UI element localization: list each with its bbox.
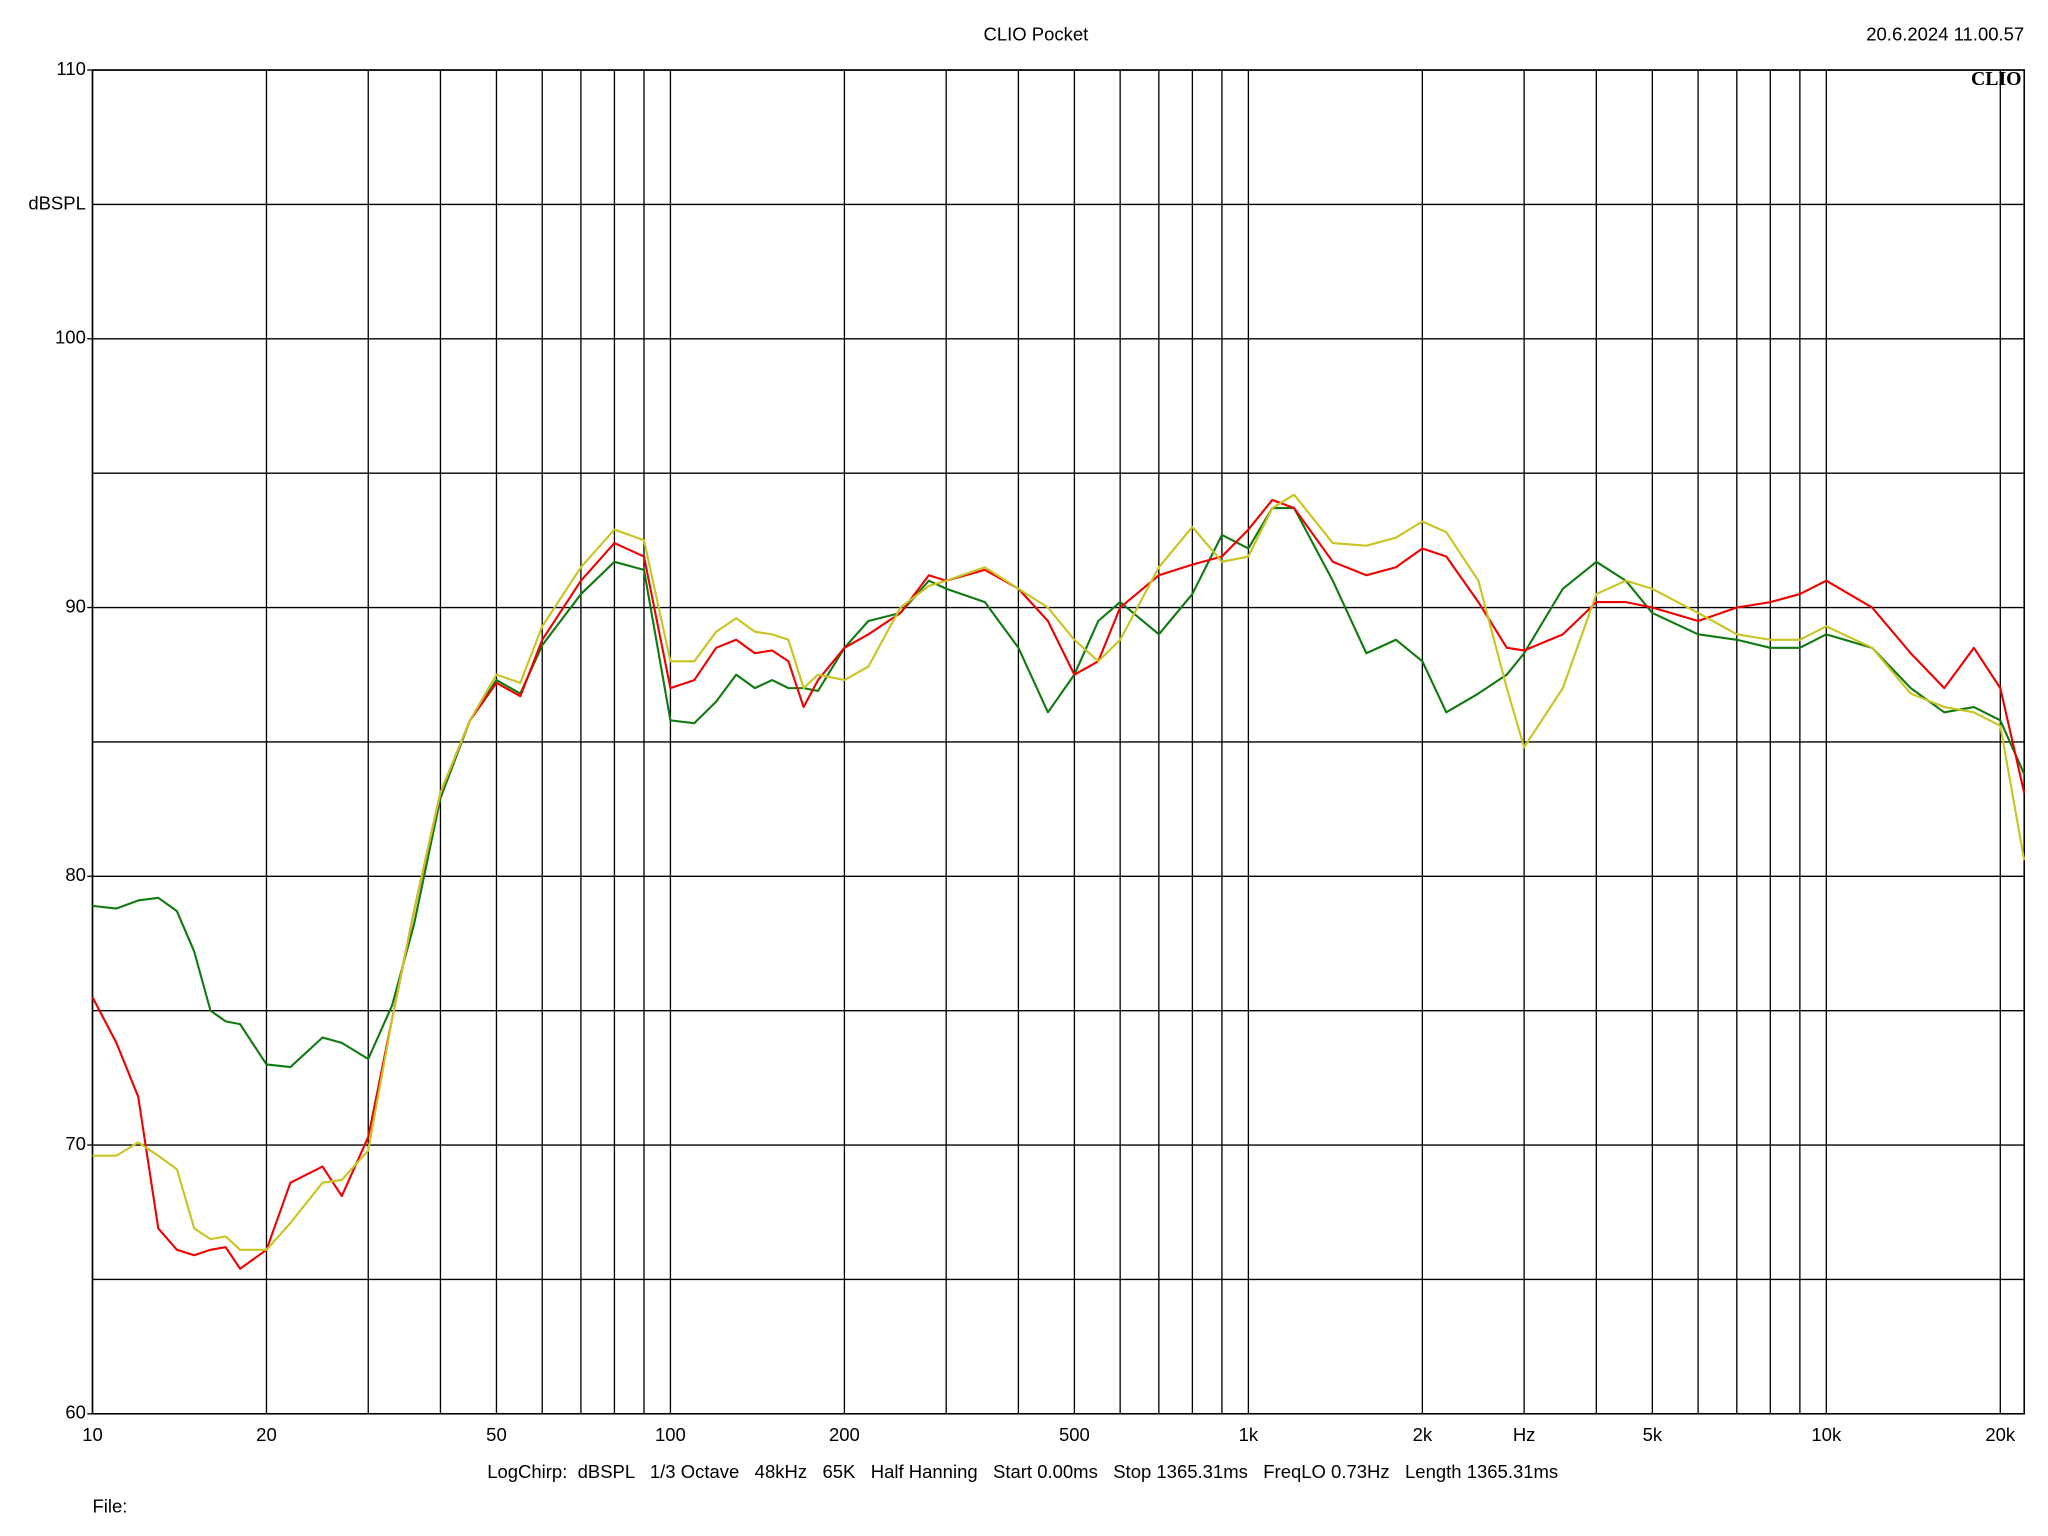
x-tick-label: 2k	[1413, 1424, 1433, 1445]
y-tick-label: 70	[65, 1133, 86, 1154]
x-tick-label: 10	[82, 1424, 103, 1445]
response-curve	[92, 493, 2026, 1251]
y-tick-label: 110	[56, 58, 85, 79]
x-tick-label: 100	[655, 1424, 686, 1445]
logo: CLIO	[1971, 68, 2022, 90]
x-tick-label: Hz	[1513, 1424, 1536, 1445]
x-tick-label: 10k	[1811, 1424, 1842, 1445]
x-tick-label: 20	[256, 1424, 277, 1445]
y-tick-label: 100	[55, 327, 86, 348]
footer: LogChirp: dBSPL 1/3 Octave 48kHz 65K Hal…	[487, 1461, 1558, 1482]
file-label: File:	[92, 1495, 127, 1516]
y-tick-label: 90	[65, 595, 86, 616]
x-tick-label: 500	[1059, 1424, 1090, 1445]
x-tick-label: 50	[486, 1424, 507, 1445]
x-tick-label: 5k	[1643, 1424, 1663, 1445]
y-tick-label: 60	[65, 1402, 86, 1423]
timestamp: 20.6.2024 11.00.57	[1866, 24, 2024, 45]
chart-title: CLIO Pocket	[983, 24, 1088, 45]
x-tick-label: 200	[829, 1424, 860, 1445]
response-curve	[91, 498, 2026, 1270]
x-tick-label: 20k	[1985, 1424, 2016, 1445]
y-axis-label: dBSPL	[28, 193, 86, 214]
response-curve	[92, 506, 2026, 1069]
x-tick-label: 1k	[1239, 1424, 1259, 1445]
y-tick-label: 80	[65, 864, 86, 885]
